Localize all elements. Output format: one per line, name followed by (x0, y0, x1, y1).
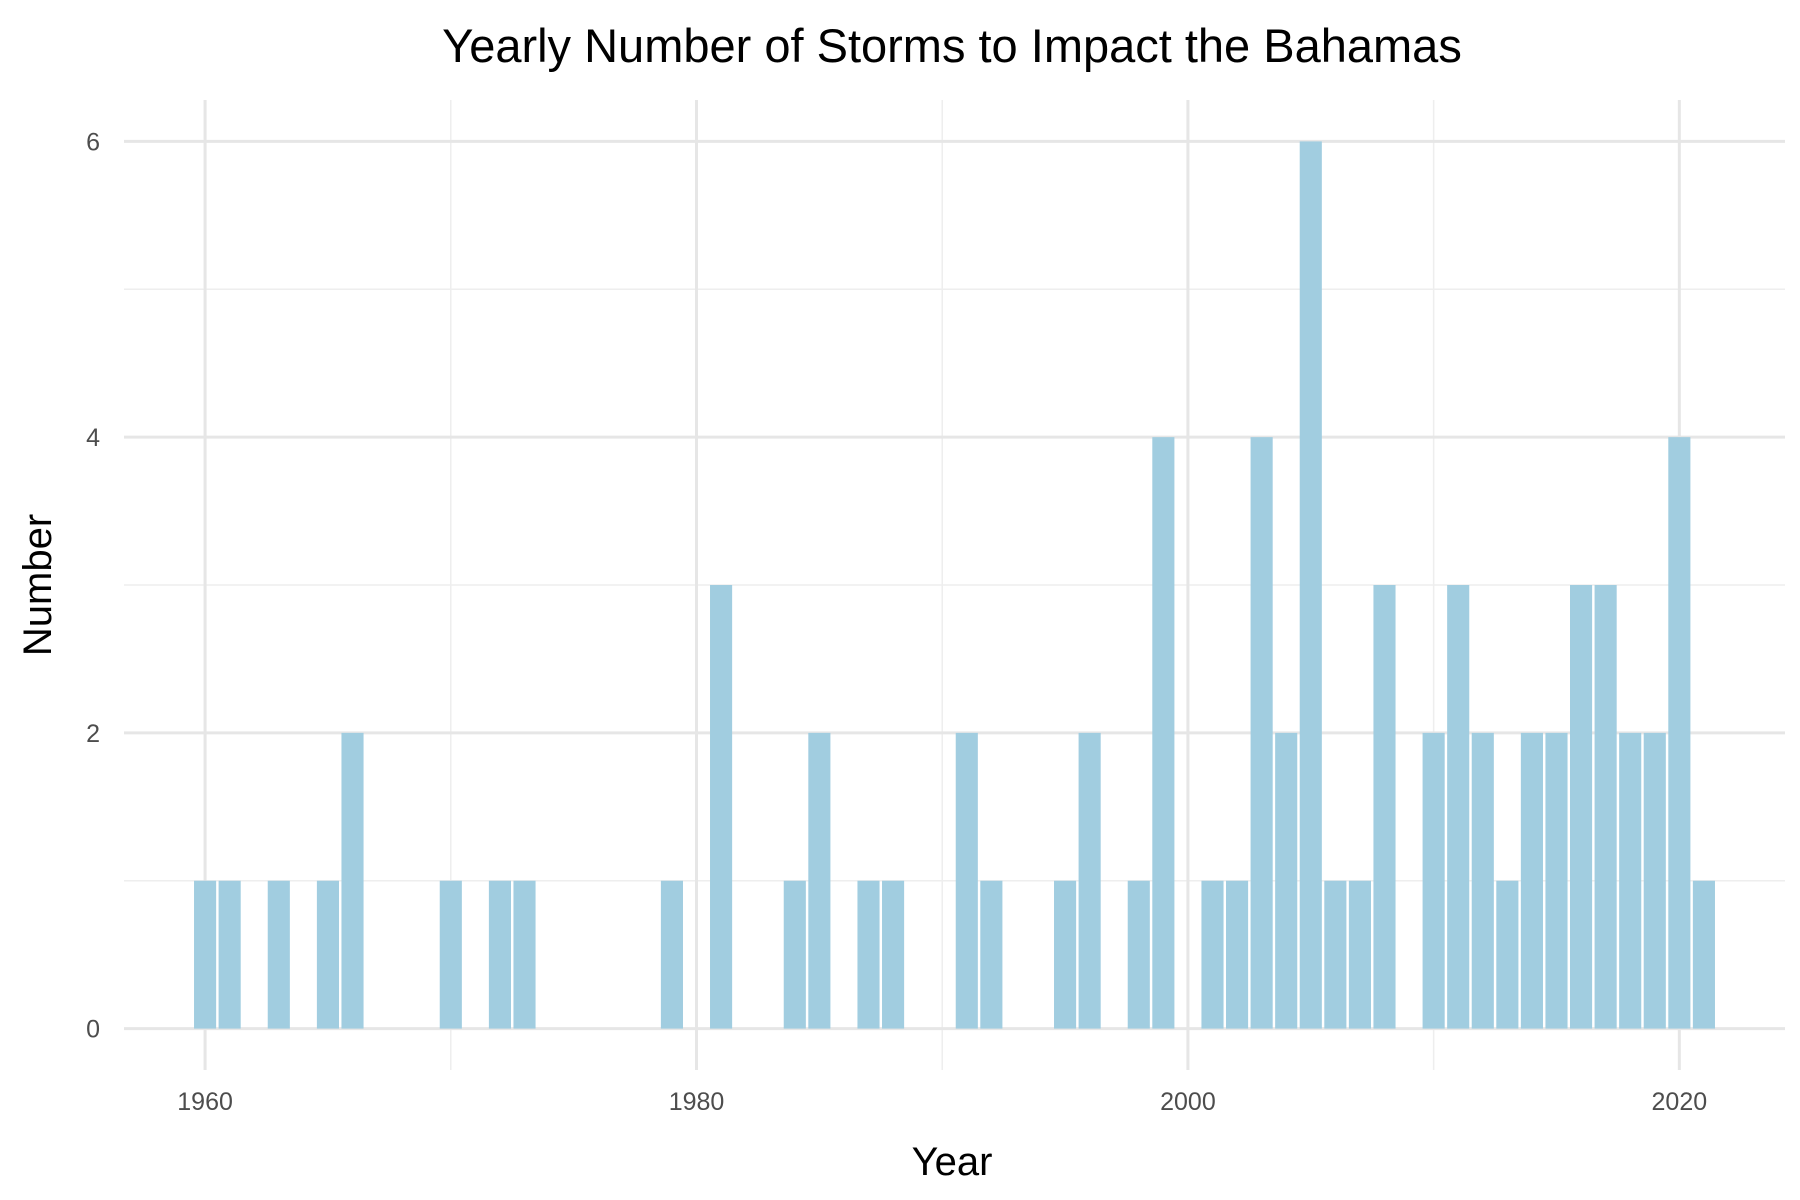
bar-1961 (218, 880, 241, 1029)
bar-1984 (783, 880, 806, 1029)
bar-1988 (882, 880, 905, 1029)
bar-2006 (1324, 880, 1347, 1029)
bar-1960 (194, 880, 217, 1029)
x-axis-title: Year (912, 1140, 993, 1184)
bar-1963 (267, 880, 290, 1029)
bar-1965 (316, 880, 339, 1029)
bar-1970 (439, 880, 462, 1029)
label-layer: 1960 1980 2000 2020 0 2 4 6 (86, 128, 1707, 1116)
bar-2021 (1692, 880, 1715, 1029)
bar-1996 (1078, 732, 1101, 1029)
bar-2003 (1250, 437, 1273, 1029)
bar-1981 (710, 585, 733, 1029)
bar-2018 (1619, 732, 1642, 1029)
bar-1999 (1152, 437, 1175, 1029)
bar-1995 (1054, 880, 1077, 1029)
bar-1985 (808, 732, 831, 1029)
bar-2020 (1668, 437, 1691, 1029)
bar-1973 (513, 880, 536, 1029)
bar-1966 (341, 732, 364, 1029)
bar-2005 (1299, 141, 1322, 1029)
x-tick-label: 1960 (177, 1088, 233, 1116)
x-tick-label: 1980 (669, 1088, 725, 1116)
bar-2013 (1496, 880, 1519, 1029)
y-axis-title: Number (16, 514, 60, 656)
bar-2011 (1447, 585, 1470, 1029)
chart-title: Yearly Number of Storms to Impact the Ba… (442, 19, 1462, 72)
bar-1972 (488, 880, 511, 1029)
x-tick-label: 2000 (1160, 1088, 1216, 1116)
bar-2015 (1545, 732, 1568, 1029)
bar-1991 (955, 732, 978, 1029)
grid-layer (124, 100, 1785, 1070)
bar-2001 (1201, 880, 1224, 1029)
bar-2017 (1594, 585, 1617, 1029)
bar-layer (194, 141, 1715, 1029)
bar-2016 (1570, 585, 1593, 1029)
bar-1987 (857, 880, 880, 1029)
bar-2002 (1226, 880, 1249, 1029)
bar-2014 (1520, 732, 1543, 1029)
bar-1998 (1127, 880, 1150, 1029)
y-tick-label: 4 (86, 424, 100, 452)
bar-2004 (1275, 732, 1298, 1029)
y-tick-label: 6 (86, 128, 100, 156)
bar-2012 (1471, 732, 1494, 1029)
bar-2019 (1643, 732, 1666, 1029)
bar-2007 (1348, 880, 1371, 1029)
bar-1979 (660, 880, 683, 1029)
x-tick-label: 2020 (1652, 1088, 1708, 1116)
bar-2010 (1422, 732, 1445, 1029)
bar-1992 (980, 880, 1003, 1029)
y-tick-label: 2 (86, 720, 100, 748)
y-tick-label: 0 (86, 1016, 100, 1044)
bar-2008 (1373, 585, 1396, 1029)
